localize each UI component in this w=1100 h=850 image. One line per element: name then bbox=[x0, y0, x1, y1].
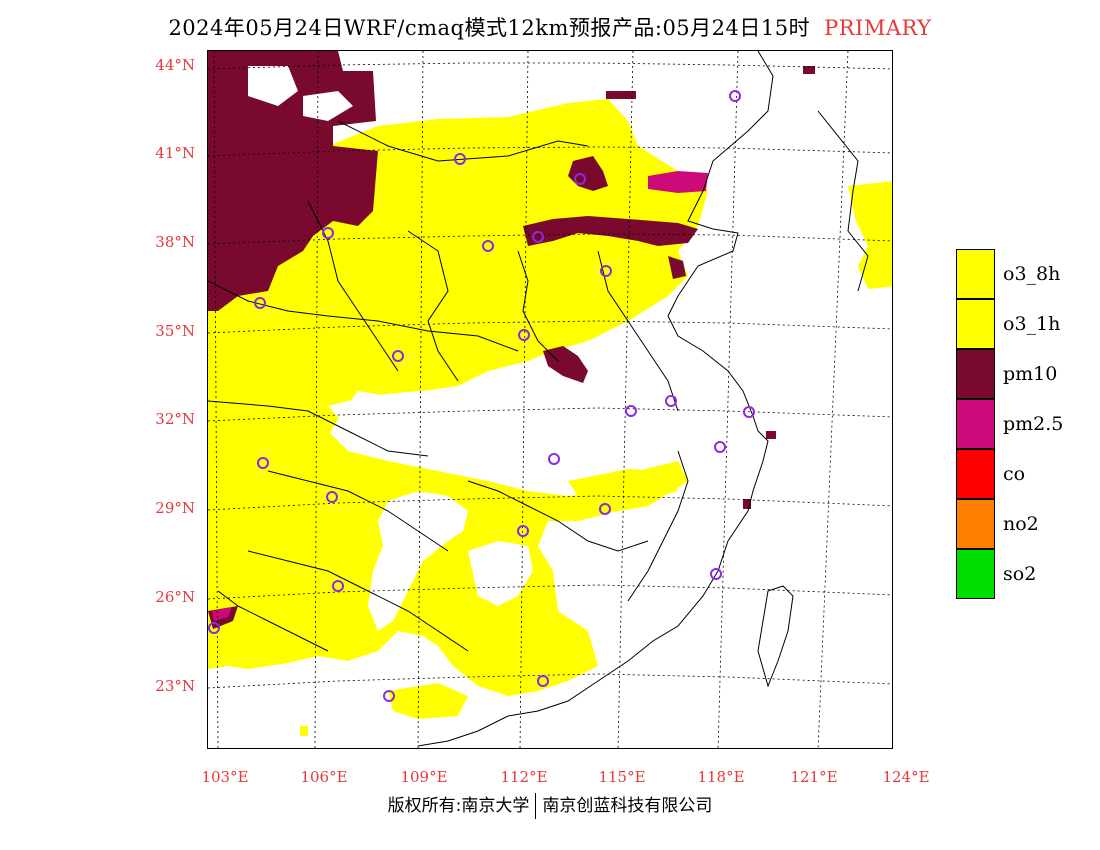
pm10-region bbox=[208, 51, 815, 629]
station-marker bbox=[625, 405, 637, 417]
legend-label-pm10: pm10 bbox=[1003, 363, 1058, 385]
station-marker bbox=[257, 457, 269, 469]
legend-swatch-o3-1h bbox=[956, 299, 995, 349]
lon-label-124e: 124°E bbox=[882, 768, 930, 786]
lon-label-109e: 109°E bbox=[400, 768, 448, 786]
station-marker bbox=[600, 265, 612, 277]
legend-swatch-no2 bbox=[956, 499, 995, 549]
title-tag: PRIMARY bbox=[824, 16, 932, 40]
lat-label-32n: 32°N bbox=[155, 410, 195, 428]
station-marker bbox=[454, 153, 466, 165]
legend-swatch-pm25 bbox=[956, 399, 995, 449]
station-marker bbox=[548, 453, 560, 465]
lon-label-118e: 118°E bbox=[697, 768, 745, 786]
lat-label-44n: 44°N bbox=[155, 56, 195, 74]
graticule bbox=[208, 51, 892, 748]
lon-label-112e: 112°E bbox=[500, 768, 548, 786]
legend-label-o3-1h: o3_1h bbox=[1003, 313, 1061, 335]
legend-swatch-so2 bbox=[956, 549, 995, 599]
lon-label-121e: 121°E bbox=[790, 768, 838, 786]
station-marker bbox=[599, 503, 611, 515]
station-marker bbox=[532, 231, 544, 243]
station-marker bbox=[322, 227, 334, 239]
copyright-footer: 版权所有:南京大学 南京创蓝科技有限公司 bbox=[0, 791, 1100, 819]
copyright-right: 南京创蓝科技有限公司 bbox=[542, 796, 713, 816]
map-title: 2024年05月24日WRF/cmaq模式12km预报产品:05月24日15时 P… bbox=[0, 12, 1100, 42]
lat-label-23n: 23°N bbox=[155, 677, 195, 695]
map-canvas[interactable] bbox=[207, 50, 893, 749]
lat-label-29n: 29°N bbox=[155, 499, 195, 517]
legend-label-pm25: pm2.5 bbox=[1003, 413, 1064, 435]
pollution-map-svg bbox=[208, 51, 892, 748]
station-marker bbox=[518, 329, 530, 341]
legend-label-o3-8h: o3_8h bbox=[1003, 263, 1061, 285]
lat-label-26n: 26°N bbox=[155, 588, 195, 606]
legend-label-so2: so2 bbox=[1003, 563, 1037, 585]
station-marker bbox=[665, 395, 677, 407]
lat-label-38n: 38°N bbox=[155, 233, 195, 251]
station-marker bbox=[537, 675, 549, 687]
station-marker bbox=[254, 297, 266, 309]
station-marker bbox=[729, 90, 741, 102]
station-marker bbox=[743, 406, 755, 418]
lat-label-41n: 41°N bbox=[155, 144, 195, 162]
lat-label-35n: 35°N bbox=[155, 322, 195, 340]
station-marker bbox=[714, 441, 726, 453]
station-marker bbox=[710, 568, 722, 580]
lon-label-103e: 103°E bbox=[201, 768, 249, 786]
title-main: 2024年05月24日WRF/cmaq模式12km预报产品:05月24日15时 bbox=[168, 16, 811, 40]
legend-label-co: co bbox=[1003, 463, 1026, 485]
station-markers bbox=[208, 90, 755, 702]
station-marker bbox=[392, 350, 404, 362]
station-marker bbox=[517, 525, 529, 537]
station-marker bbox=[574, 173, 586, 185]
station-marker bbox=[326, 491, 338, 503]
legend-swatch-o3-8h bbox=[956, 249, 995, 299]
lon-label-106e: 106°E bbox=[300, 768, 348, 786]
station-marker bbox=[208, 622, 220, 634]
station-marker bbox=[482, 240, 494, 252]
boundaries bbox=[208, 51, 869, 747]
legend-swatch-co bbox=[956, 449, 995, 499]
copyright-left: 版权所有:南京大学 bbox=[387, 796, 530, 816]
station-marker bbox=[332, 580, 344, 592]
legend-label-no2: no2 bbox=[1003, 513, 1039, 535]
lon-label-115e: 115°E bbox=[598, 768, 646, 786]
station-marker bbox=[383, 690, 395, 702]
footer-divider bbox=[535, 793, 537, 819]
legend-swatch-pm10 bbox=[956, 349, 995, 399]
